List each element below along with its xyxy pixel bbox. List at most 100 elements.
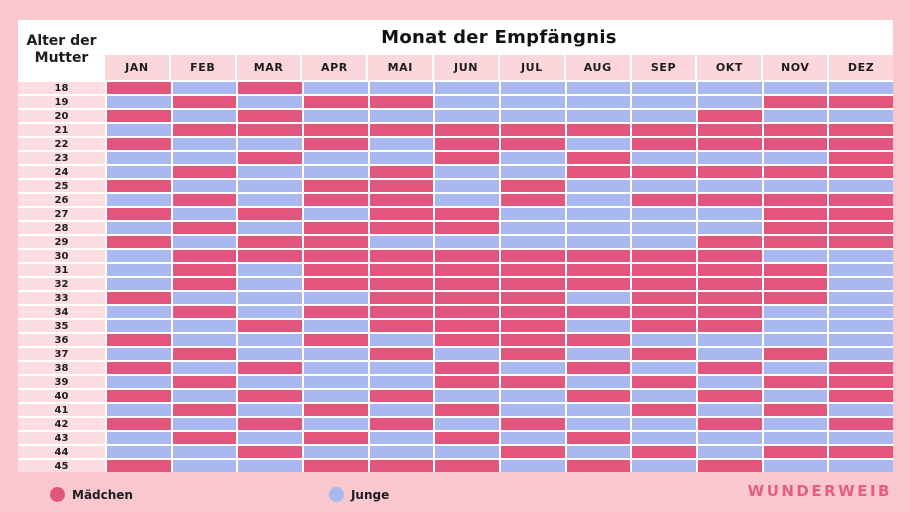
cell-21-jul xyxy=(501,124,565,136)
cell-26-nov xyxy=(763,194,828,206)
cell-42-dez xyxy=(829,418,893,430)
cell-28-okt xyxy=(698,222,762,234)
cell-37-jan xyxy=(107,348,171,360)
month-header-apr: APR xyxy=(302,55,367,80)
cell-23-mar xyxy=(238,152,302,164)
cell-32-mai xyxy=(369,278,434,290)
cell-28-feb xyxy=(172,222,237,234)
cell-24-sep xyxy=(632,166,696,178)
month-header-dez: DEZ xyxy=(829,55,893,80)
month-header-okt: OKT xyxy=(697,55,762,80)
cell-45-dez xyxy=(829,460,893,472)
cell-44-feb xyxy=(172,446,237,458)
cell-39-jul xyxy=(501,376,565,388)
cell-27-okt xyxy=(698,208,762,220)
cell-40-sep xyxy=(632,390,696,402)
cell-39-sep xyxy=(632,376,696,388)
cell-26-apr xyxy=(304,194,368,206)
grid-body: 18 19 20 21 22 23 24 25 26 27 28 29 30 31 32 33 34 35 36 37… xyxy=(18,80,893,472)
cell-24-mar xyxy=(238,166,302,178)
cell-44-jun xyxy=(435,446,499,458)
cell-24-aug xyxy=(566,166,631,178)
cell-26-mai xyxy=(369,194,434,206)
cell-20-aug xyxy=(566,110,631,122)
cell-43-aug xyxy=(566,432,631,444)
cell-40-dez xyxy=(829,390,893,402)
girl-color-dot-icon xyxy=(50,487,65,502)
cell-41-apr xyxy=(304,404,368,416)
cell-31-aug xyxy=(566,264,631,276)
age-label-26: 26 xyxy=(18,194,105,206)
cell-21-mar xyxy=(238,124,302,136)
cell-20-mar xyxy=(238,110,302,122)
cell-45-sep xyxy=(632,460,696,472)
cell-45-jan xyxy=(107,460,171,472)
cell-36-nov xyxy=(763,334,828,346)
cell-34-apr xyxy=(304,306,368,318)
cell-21-dez xyxy=(829,124,893,136)
cell-18-apr xyxy=(304,82,368,94)
cell-22-nov xyxy=(763,138,828,150)
cell-45-jun xyxy=(435,460,499,472)
cell-19-apr xyxy=(304,96,368,108)
cell-34-okt xyxy=(698,306,762,318)
month-header-mar: MAR xyxy=(236,55,301,80)
cell-27-dez xyxy=(829,208,893,220)
cell-19-okt xyxy=(698,96,762,108)
cell-23-jun xyxy=(435,152,499,164)
cell-40-aug xyxy=(566,390,631,402)
cell-18-feb xyxy=(172,82,237,94)
age-label-22: 22 xyxy=(18,138,105,150)
cell-30-dez xyxy=(829,250,893,262)
cell-31-jul xyxy=(501,264,565,276)
cell-20-apr xyxy=(304,110,368,122)
cell-43-feb xyxy=(172,432,237,444)
age-label-23: 23 xyxy=(18,152,105,164)
cell-24-jul xyxy=(501,166,565,178)
cell-44-okt xyxy=(698,446,762,458)
cell-27-mar xyxy=(238,208,302,220)
cell-25-feb xyxy=(172,180,237,192)
cell-41-nov xyxy=(763,404,828,416)
month-header-jan: JAN xyxy=(105,55,169,80)
cell-45-nov xyxy=(763,460,828,472)
age-label-20: 20 xyxy=(18,110,105,122)
age-label-29: 29 xyxy=(18,236,105,248)
cell-36-okt xyxy=(698,334,762,346)
legend-item-girl: Mädchen xyxy=(50,487,133,502)
cell-37-apr xyxy=(304,348,368,360)
cell-18-mar xyxy=(238,82,302,94)
cell-32-feb xyxy=(172,278,237,290)
cell-23-jan xyxy=(107,152,171,164)
age-label-27: 27 xyxy=(18,208,105,220)
cell-19-jul xyxy=(501,96,565,108)
age-label-34: 34 xyxy=(18,306,105,318)
cell-33-apr xyxy=(304,292,368,304)
cell-38-jun xyxy=(435,362,499,374)
cell-25-nov xyxy=(763,180,828,192)
age-label-36: 36 xyxy=(18,334,105,346)
cell-28-apr xyxy=(304,222,368,234)
cell-19-sep xyxy=(632,96,696,108)
cell-18-jul xyxy=(501,82,565,94)
page-title: Monat der Empfängnis xyxy=(381,27,617,48)
cell-34-jun xyxy=(435,306,499,318)
cell-39-aug xyxy=(566,376,631,388)
cell-26-jun xyxy=(435,194,499,206)
cell-20-jul xyxy=(501,110,565,122)
cell-43-nov xyxy=(763,432,828,444)
age-label-33: 33 xyxy=(18,292,105,304)
age-label-39: 39 xyxy=(18,376,105,388)
cell-23-sep xyxy=(632,152,696,164)
cell-29-mai xyxy=(369,236,434,248)
cell-34-jan xyxy=(107,306,171,318)
cell-25-jan xyxy=(107,180,171,192)
cell-36-dez xyxy=(829,334,893,346)
cell-22-jun xyxy=(435,138,499,150)
cell-40-apr xyxy=(304,390,368,402)
cell-33-jul xyxy=(501,292,565,304)
cell-29-apr xyxy=(304,236,368,248)
cell-33-mar xyxy=(238,292,302,304)
age-label-40: 40 xyxy=(18,390,105,402)
cell-25-mai xyxy=(369,180,434,192)
